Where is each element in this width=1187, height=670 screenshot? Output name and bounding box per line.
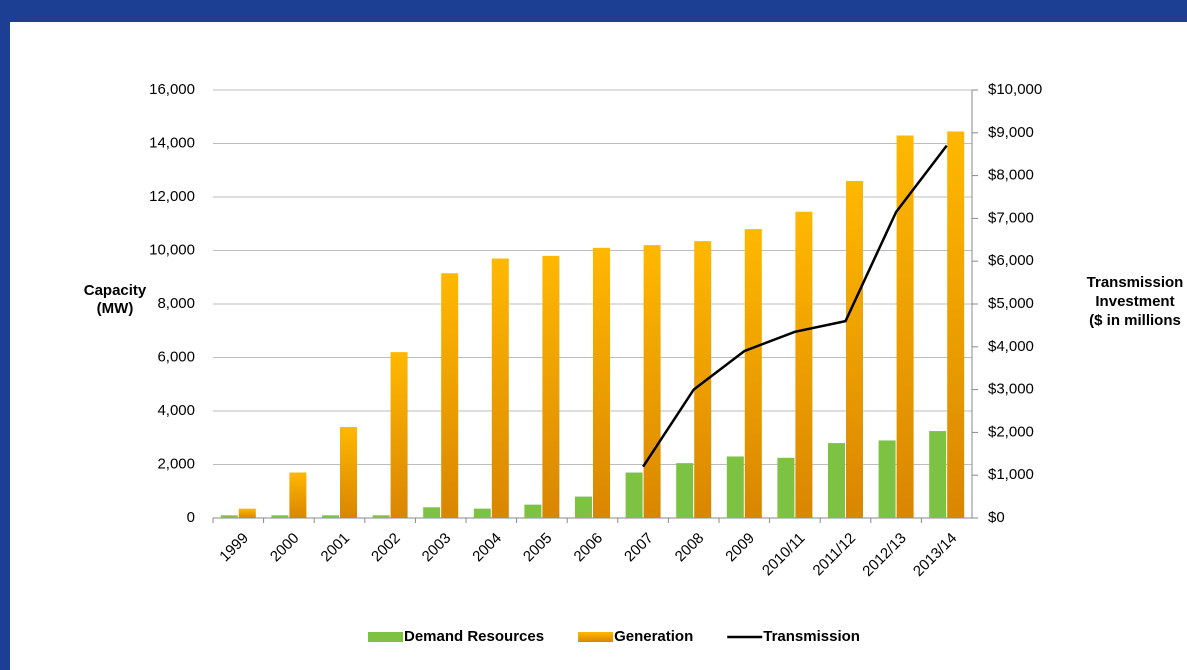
- bar: [643, 245, 661, 518]
- y-tick-label: 12,000: [149, 188, 195, 205]
- bar: [625, 472, 643, 518]
- bar: [575, 496, 592, 518]
- y2-axis-title: Investment: [1095, 293, 1174, 310]
- y2-tick-label: $8,000: [988, 167, 1034, 184]
- y2-tick-label: $10,000: [988, 81, 1042, 98]
- y2-tick-label: $9,000: [988, 124, 1034, 141]
- y2-tick-label: $4,000: [988, 338, 1034, 355]
- y-axis-title: Capacity: [84, 282, 147, 299]
- y-tick-label: 16,000: [149, 81, 195, 98]
- y2-tick-label: $1,000: [988, 466, 1034, 483]
- line: [642, 144, 948, 468]
- y2-tick-label: $6,000: [988, 252, 1034, 269]
- y-tick-label: 8,000: [157, 295, 195, 312]
- bar: [542, 255, 560, 518]
- y2-tick-label: $5,000: [988, 295, 1034, 312]
- bar: [423, 507, 441, 518]
- y2-tick-label: $2,000: [988, 423, 1034, 440]
- bar: [238, 508, 256, 518]
- bar: [340, 427, 357, 518]
- bar: [390, 352, 408, 518]
- y-tick-label: 10,000: [149, 241, 195, 258]
- bar: [726, 456, 744, 518]
- bar: [289, 472, 307, 518]
- bar: [491, 258, 509, 518]
- legend-label: Demand Resources: [404, 628, 544, 645]
- bar: [846, 180, 863, 518]
- bar: [322, 515, 339, 518]
- bar: [795, 211, 813, 518]
- bar: [441, 273, 459, 518]
- bar: [271, 515, 289, 518]
- bar: [372, 515, 390, 518]
- bar: [220, 515, 238, 518]
- bar: [694, 241, 712, 518]
- y2-tick-label: $7,000: [988, 209, 1034, 226]
- legend-label: Generation: [614, 628, 693, 645]
- y-tick-label: 6,000: [157, 348, 195, 365]
- y2-tick-label: $3,000: [988, 381, 1034, 398]
- y-tick-label: 2,000: [157, 455, 195, 472]
- y-tick-label: 14,000: [149, 134, 195, 151]
- bar: [524, 504, 542, 518]
- y-tick-label: 4,000: [157, 402, 195, 419]
- y2-axis-title: Transmission: [1087, 274, 1184, 291]
- bar: [744, 229, 762, 518]
- legend-swatch: [368, 632, 403, 642]
- bar: [896, 135, 914, 518]
- bar: [878, 440, 896, 518]
- y2-axis-title: ($ in millions: [1089, 312, 1181, 329]
- bar: [929, 431, 947, 518]
- legend-label: Transmission: [763, 628, 860, 645]
- bar: [593, 247, 610, 518]
- y-axis-title: (MW): [97, 300, 134, 317]
- legend-swatch: [578, 632, 614, 642]
- bar: [473, 508, 491, 518]
- y2-tick-label: $0: [988, 509, 1005, 526]
- bar: [947, 131, 965, 518]
- y-tick-label: 0: [187, 509, 195, 526]
- bar: [676, 463, 694, 518]
- bar: [828, 443, 845, 518]
- bar: [777, 457, 795, 518]
